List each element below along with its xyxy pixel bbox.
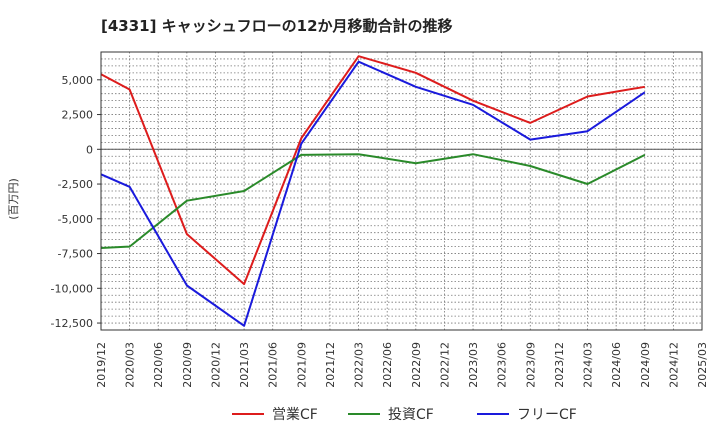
series-line: [100, 60, 646, 327]
y-tick-label: -10,000: [51, 282, 93, 295]
legend: 営業CF 投資CF フリーCF: [232, 407, 577, 423]
x-tick-label: 2021/09: [295, 342, 308, 388]
x-tick-label: 2023/12: [553, 342, 566, 388]
x-tick-label: 2020/06: [152, 342, 165, 388]
series-lines: [100, 55, 646, 327]
x-tick-label: 2024/06: [610, 342, 623, 388]
y-axis-ticks: 5,000 2,500 0 -2,500 -5,000 -7,500 -10,000 -12,…: [51, 74, 101, 330]
x-tick-label: 2022/12: [438, 342, 451, 388]
x-tick-label: 2022/06: [381, 342, 394, 388]
x-tick-label: 2021/12: [324, 342, 337, 388]
x-tick-label: 2021/06: [267, 342, 280, 388]
x-tick-label: 2022/09: [410, 342, 423, 388]
series-line: [100, 153, 646, 249]
y-tick-label: -5,000: [58, 213, 93, 226]
x-tick-label: 2024/12: [667, 342, 680, 388]
x-tick-label: 2024/09: [639, 342, 652, 388]
chart-title: [4331] キャッシュフローの12か月移動合計の推移: [101, 17, 453, 35]
legend-label: フリーCF: [517, 407, 577, 423]
y-tick-label: -12,500: [51, 317, 93, 330]
y-tick-label: 0: [86, 143, 93, 156]
x-tick-label: 2023/06: [496, 342, 509, 388]
x-tick-label: 2024/03: [582, 342, 595, 388]
plot-frame: [100, 51, 703, 331]
x-axis-ticks: 2019/12 2020/03 2020/06 2020/09 2020/12 2021/…: [95, 342, 709, 388]
y-tick-label: 2,500: [62, 109, 94, 122]
legend-label: 投資CF: [388, 407, 434, 423]
x-tick-label: 2020/09: [181, 342, 194, 388]
x-tick-label: 2020/12: [209, 342, 222, 388]
x-tick-label: 2023/03: [467, 342, 480, 388]
x-tick-label: 2020/03: [124, 342, 137, 388]
x-tick-label: 2019/12: [95, 342, 108, 388]
y-axis-label: (百万円): [7, 178, 20, 220]
y-tick-label: -7,500: [58, 248, 93, 261]
x-tick-label: 2025/03: [696, 342, 709, 388]
x-tick-label: 2023/09: [524, 342, 537, 388]
y-tick-label: 5,000: [62, 74, 94, 87]
legend-label: 営業CF: [272, 407, 318, 423]
series-line: [100, 55, 645, 286]
y-tick-label: -2,500: [58, 178, 93, 191]
x-tick-label: 2021/03: [238, 342, 251, 388]
x-tick-label: 2022/03: [353, 342, 366, 388]
